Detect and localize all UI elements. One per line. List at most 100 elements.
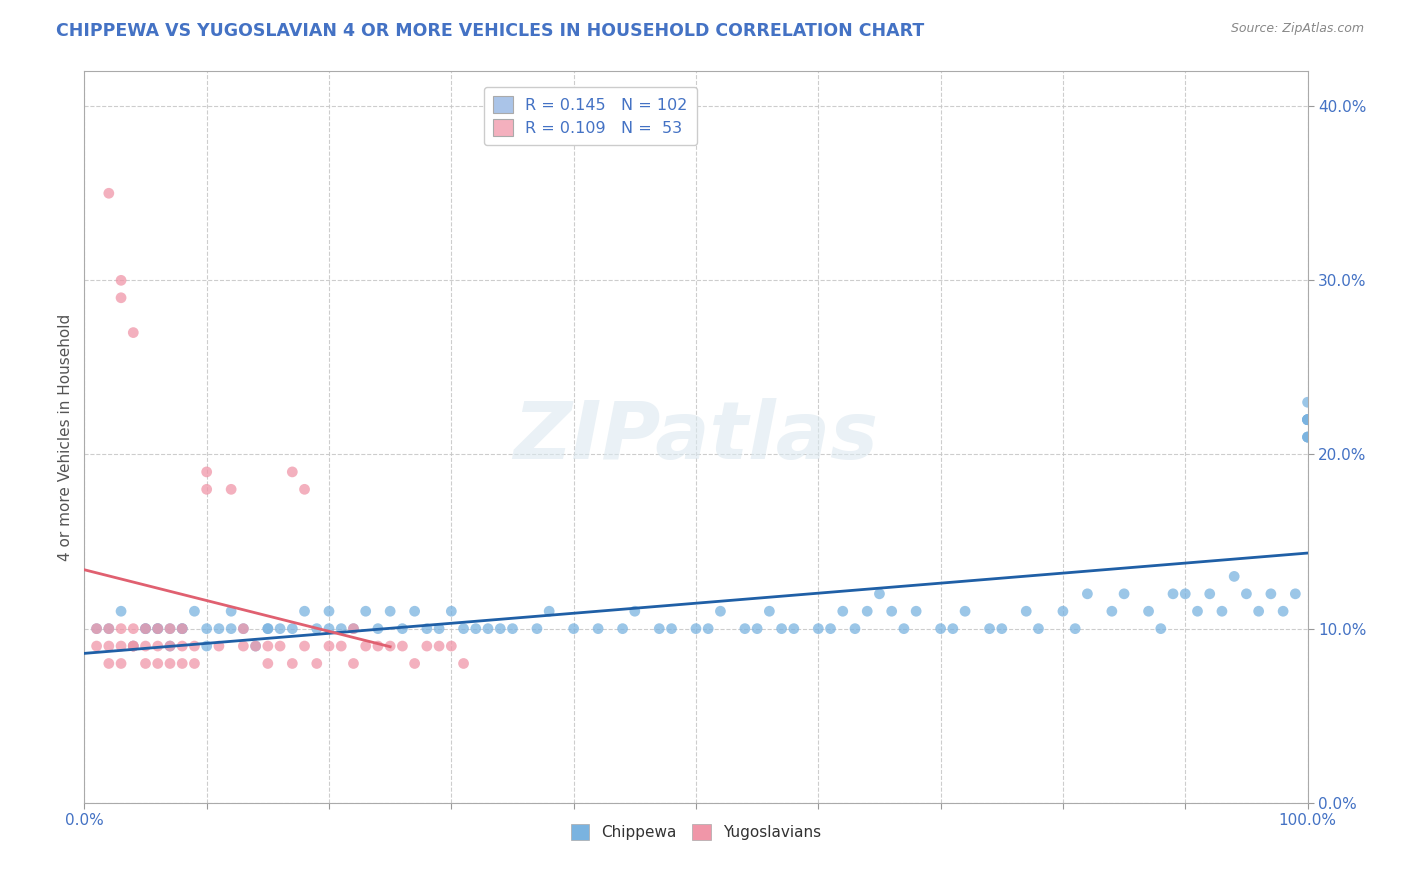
- Point: [905, 604, 928, 618]
- Point: [281, 465, 304, 479]
- Point: [1101, 604, 1123, 618]
- Point: [318, 622, 340, 636]
- Point: [257, 639, 280, 653]
- Point: [354, 604, 377, 618]
- Point: [1296, 430, 1319, 444]
- Point: [135, 639, 157, 653]
- Point: [257, 622, 280, 636]
- Point: [110, 273, 132, 287]
- Point: [195, 483, 218, 497]
- Point: [146, 622, 169, 636]
- Point: [1236, 587, 1258, 601]
- Point: [427, 622, 450, 636]
- Point: [391, 622, 413, 636]
- Point: [770, 622, 793, 636]
- Point: [110, 622, 132, 636]
- Point: [427, 639, 450, 653]
- Point: [208, 622, 231, 636]
- Point: [172, 622, 194, 636]
- Point: [232, 639, 254, 653]
- Point: [1028, 622, 1050, 636]
- Point: [1064, 622, 1087, 636]
- Point: [122, 639, 145, 653]
- Point: [1052, 604, 1074, 618]
- Point: [1174, 587, 1197, 601]
- Point: [404, 657, 426, 671]
- Point: [245, 639, 267, 653]
- Point: [146, 639, 169, 653]
- Point: [1211, 604, 1233, 618]
- Point: [562, 622, 585, 636]
- Point: [685, 622, 707, 636]
- Point: [245, 639, 267, 653]
- Point: [110, 639, 132, 653]
- Point: [219, 604, 242, 618]
- Point: [159, 657, 181, 671]
- Point: [195, 465, 218, 479]
- Point: [820, 622, 842, 636]
- Point: [294, 604, 316, 618]
- Point: [97, 186, 120, 201]
- Point: [146, 622, 169, 636]
- Point: [1260, 587, 1282, 601]
- Point: [195, 622, 218, 636]
- Point: [586, 622, 609, 636]
- Point: [219, 483, 242, 497]
- Point: [208, 639, 231, 653]
- Point: [342, 622, 364, 636]
- Point: [86, 622, 108, 636]
- Point: [183, 657, 205, 671]
- Point: [440, 604, 463, 618]
- Point: [807, 622, 830, 636]
- Point: [1076, 587, 1098, 601]
- Point: [219, 622, 242, 636]
- Point: [758, 604, 780, 618]
- Y-axis label: 4 or more Vehicles in Household: 4 or more Vehicles in Household: [58, 313, 73, 561]
- Point: [330, 639, 353, 653]
- Point: [318, 604, 340, 618]
- Text: Source: ZipAtlas.com: Source: ZipAtlas.com: [1230, 22, 1364, 36]
- Point: [929, 622, 952, 636]
- Point: [305, 657, 328, 671]
- Point: [159, 639, 181, 653]
- Point: [1296, 412, 1319, 426]
- Point: [86, 622, 108, 636]
- Point: [159, 622, 181, 636]
- Point: [172, 639, 194, 653]
- Point: [391, 639, 413, 653]
- Point: [122, 326, 145, 340]
- Point: [1137, 604, 1160, 618]
- Point: [110, 657, 132, 671]
- Point: [1296, 430, 1319, 444]
- Point: [893, 622, 915, 636]
- Point: [1296, 412, 1319, 426]
- Point: [135, 622, 157, 636]
- Point: [453, 657, 475, 671]
- Point: [172, 657, 194, 671]
- Point: [869, 587, 891, 601]
- Point: [97, 622, 120, 636]
- Point: [367, 622, 389, 636]
- Point: [783, 622, 806, 636]
- Point: [404, 604, 426, 618]
- Point: [86, 639, 108, 653]
- Point: [1161, 587, 1184, 601]
- Point: [831, 604, 853, 618]
- Point: [380, 604, 402, 618]
- Point: [183, 604, 205, 618]
- Point: [232, 622, 254, 636]
- Point: [1223, 569, 1246, 583]
- Text: ZIPatlas: ZIPatlas: [513, 398, 879, 476]
- Point: [1015, 604, 1038, 618]
- Point: [1272, 604, 1295, 618]
- Point: [97, 639, 120, 653]
- Point: [97, 622, 120, 636]
- Point: [464, 622, 486, 636]
- Point: [159, 639, 181, 653]
- Point: [269, 639, 291, 653]
- Point: [269, 622, 291, 636]
- Point: [294, 639, 316, 653]
- Point: [195, 639, 218, 653]
- Point: [1187, 604, 1209, 618]
- Legend: Chippewa, Yugoslavians: Chippewa, Yugoslavians: [565, 818, 827, 847]
